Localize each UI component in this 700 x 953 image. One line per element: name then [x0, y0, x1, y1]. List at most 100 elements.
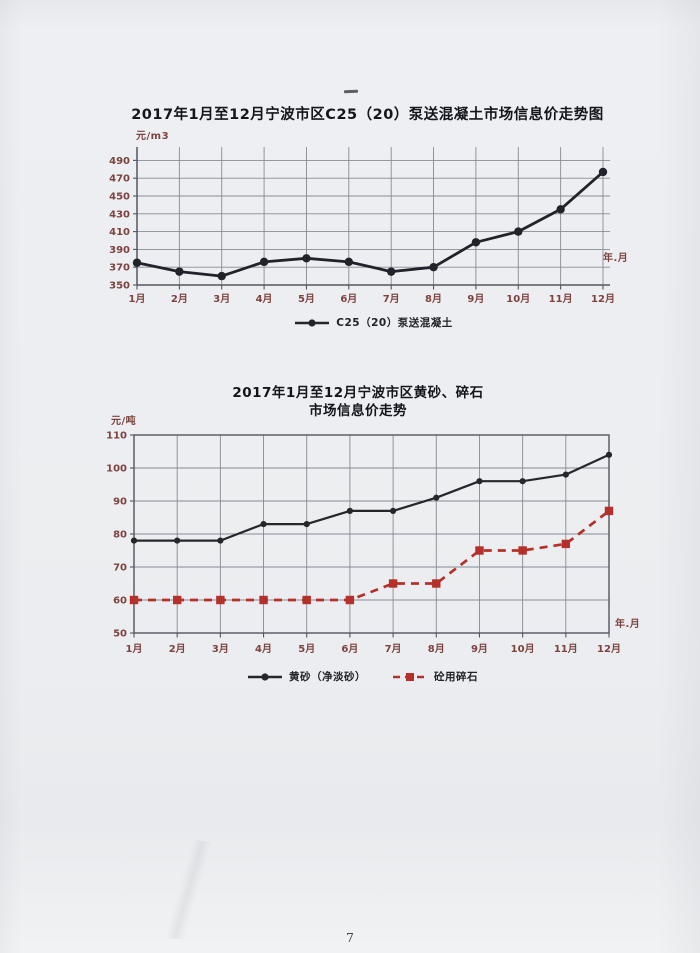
chart2-title: 2017年1月至12月宁波市区黄砂、碎石 — [232, 385, 484, 401]
svg-text:410: 410 — [109, 227, 130, 238]
data-point-marker — [471, 238, 481, 247]
data-point-marker — [604, 506, 614, 516]
page-number: 7 — [346, 930, 354, 945]
legend-label: 黄砂（净淡砂） — [289, 671, 366, 683]
data-point-marker — [172, 595, 182, 605]
svg-text:5月: 5月 — [298, 643, 315, 655]
svg-text:5月: 5月 — [298, 293, 315, 305]
svg-text:8月: 8月 — [425, 293, 442, 305]
chart2-series-1 — [129, 506, 614, 605]
data-point-marker — [476, 478, 483, 485]
svg-text:370: 370 — [109, 263, 130, 274]
svg-text:7月: 7月 — [383, 293, 400, 305]
legend-item-c25-concrete: C25（20）泵送混凝土 — [295, 315, 452, 330]
chart2-gridlines — [130, 434, 610, 638]
line-dot-marker-icon — [295, 318, 330, 327]
chart2-series-0 — [130, 451, 613, 544]
data-point-marker — [217, 537, 224, 544]
chart2-axis-labels: 50 60 70 80 90 100 110 1月 2月 3月 4月 5月 6月 7月 8月 9月 10月 11月… — [106, 431, 621, 656]
svg-text:6月: 6月 — [341, 643, 358, 655]
data-point-marker — [259, 257, 269, 267]
svg-text:11月: 11月 — [549, 293, 573, 305]
data-point-marker — [175, 267, 184, 276]
data-point-marker — [518, 546, 527, 555]
data-point-marker — [302, 595, 311, 605]
legend-item-crushed-stone: 砼用碎石 — [393, 669, 478, 684]
legend-label: C25（20）泵送混凝土 — [336, 317, 453, 329]
svg-text:70: 70 — [113, 563, 127, 574]
data-point-marker — [598, 167, 608, 177]
chart1-x-unit-label: 年.月 — [603, 253, 629, 264]
data-point-marker — [346, 507, 354, 514]
svg-text:110: 110 — [106, 431, 127, 442]
svg-text:4月: 4月 — [255, 643, 272, 655]
svg-text:90: 90 — [113, 497, 127, 508]
data-point-marker — [388, 579, 398, 588]
data-point-marker — [302, 254, 311, 263]
svg-text:10月: 10月 — [511, 643, 535, 655]
data-point-marker — [217, 271, 226, 281]
chart2-subtitle: 市场信息价走势 — [309, 403, 407, 419]
legend-label: 砼用碎石 — [434, 671, 478, 683]
svg-text:100: 100 — [106, 464, 127, 475]
svg-text:3月: 3月 — [212, 643, 229, 655]
line-dot-marker-icon — [248, 672, 282, 681]
chart1-y-unit-label: 元/m3 — [136, 131, 170, 142]
data-point-marker — [129, 595, 139, 605]
svg-text:8月: 8月 — [428, 643, 445, 655]
svg-text:9月: 9月 — [467, 293, 484, 305]
svg-text:450: 450 — [109, 192, 130, 203]
data-point-marker — [556, 205, 565, 214]
data-point-marker — [345, 595, 355, 605]
data-point-marker — [386, 267, 396, 276]
data-point-marker — [432, 579, 441, 588]
svg-text:3月: 3月 — [213, 293, 230, 305]
chart1-title: 2017年1月至12月宁波市区C25（20）泵送混凝土市场信息价走势图 — [131, 107, 604, 123]
chart2-y-unit-label: 元/吨 — [111, 416, 137, 427]
data-point-marker — [429, 263, 438, 272]
svg-text:10月: 10月 — [506, 293, 530, 305]
svg-text:1月: 1月 — [126, 643, 143, 655]
svg-text:4月: 4月 — [256, 293, 273, 305]
svg-text:6月: 6月 — [340, 293, 357, 305]
svg-text:430: 430 — [109, 209, 130, 220]
data-point-marker — [132, 258, 142, 267]
chart1-axis-labels: 350 370 390 410 430 450 470 490 1月 2月 3月 4月 5月 6月 7月 8月… — [109, 156, 615, 305]
chart1-gridlines — [133, 147, 610, 290]
data-point-marker — [216, 595, 225, 605]
legend-item-yellow-sand: 黄砂（净淡砂） — [248, 669, 366, 684]
svg-text:490: 490 — [109, 156, 130, 167]
data-point-marker — [519, 478, 526, 485]
data-point-marker — [475, 546, 484, 555]
data-point-marker — [259, 595, 268, 605]
svg-text:80: 80 — [113, 530, 127, 541]
chart1-series-0 — [132, 167, 608, 281]
chart1-legend: C25（20）泵送混凝土 — [0, 315, 700, 330]
svg-text:2月: 2月 — [169, 643, 186, 655]
series-line — [134, 509, 610, 602]
data-point-marker — [174, 537, 181, 544]
data-point-marker — [562, 471, 569, 478]
data-point-marker — [605, 451, 613, 458]
svg-text:390: 390 — [109, 245, 130, 256]
data-point-marker — [130, 537, 138, 544]
data-point-marker — [561, 539, 571, 549]
svg-text:350: 350 — [109, 281, 130, 292]
data-point-marker — [389, 507, 397, 514]
svg-text:60: 60 — [113, 596, 127, 607]
dash-square-marker-icon — [393, 672, 427, 681]
data-point-marker — [344, 257, 354, 267]
svg-text:9月: 9月 — [471, 643, 488, 655]
series-line — [134, 453, 610, 542]
chart2-legend: 黄砂（净淡砂） 砼用碎石 — [0, 669, 700, 684]
series-line — [136, 170, 604, 278]
data-point-marker — [260, 521, 267, 528]
svg-text:2月: 2月 — [171, 293, 188, 305]
data-point-marker — [303, 521, 310, 528]
svg-text:470: 470 — [109, 174, 130, 185]
svg-text:12月: 12月 — [591, 293, 615, 305]
chart2-x-unit-label: 年.月 — [615, 619, 641, 630]
svg-text:50: 50 — [113, 629, 127, 640]
